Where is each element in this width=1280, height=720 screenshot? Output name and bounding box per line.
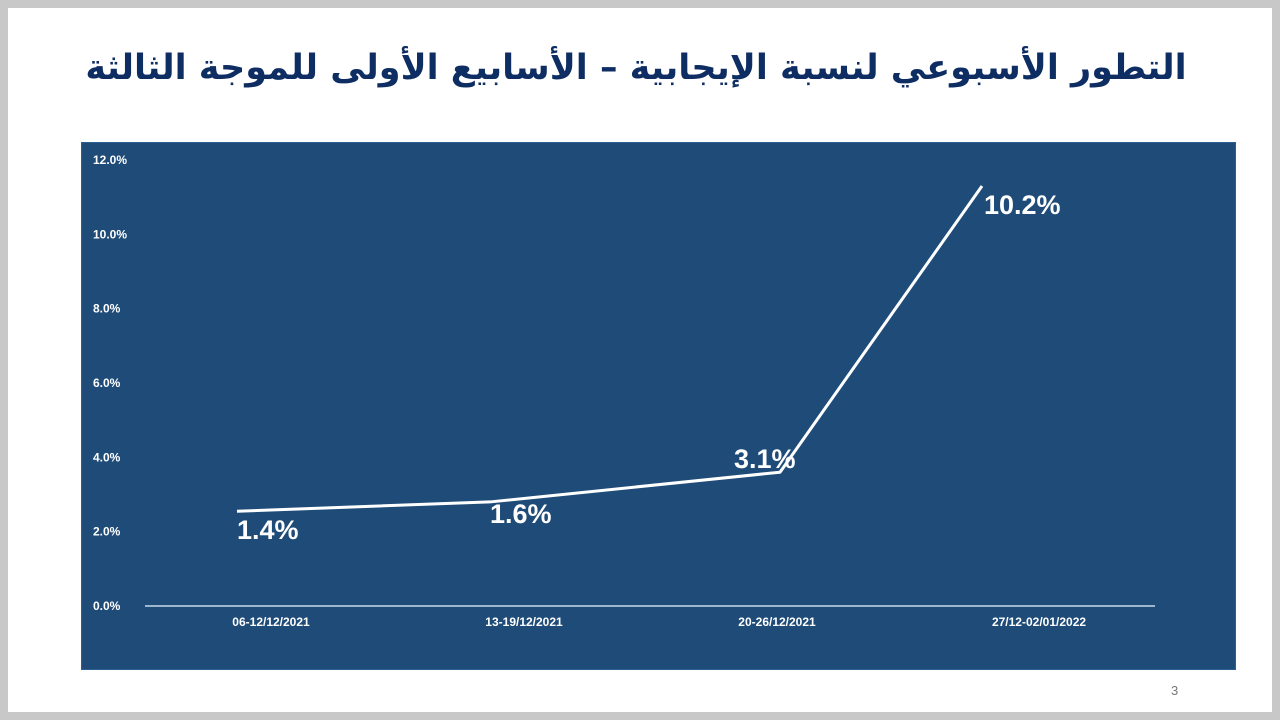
x-tick-label: 20-26/12/2021 [738,615,816,629]
y-tick-label: 6.0% [93,376,121,390]
chart-svg: 0.0% 2.0% 4.0% 6.0% 8.0% 10.0% 12.0% 06-12/12/2… [93,153,1155,629]
y-tick-label: 0.0% [93,599,121,613]
data-label: 1.4% [237,515,299,545]
y-tick-label: 2.0% [93,525,121,539]
slide-title: التطور الأسبوعي لنسبة الإيجابية – الأساب… [85,48,1187,88]
data-label: 10.2% [984,190,1061,220]
y-tick-label: 12.0% [93,153,127,167]
series-line [236,185,984,513]
line-chart: 0.0% 2.0% 4.0% 6.0% 8.0% 10.0% 12.0% 06-12/12/2… [81,142,1236,670]
page-number: 3 [1171,683,1179,698]
data-label: 1.6% [490,499,552,529]
y-tick-label: 10.0% [93,227,127,241]
slide: التطور الأسبوعي لنسبة الإيجابية – الأساب… [8,8,1272,712]
x-tick-label: 27/12-02/01/2022 [992,615,1086,629]
x-tick-label: 06-12/12/2021 [232,615,310,629]
data-label: 3.1% [734,444,796,474]
x-tick-label: 13-19/12/2021 [485,615,563,629]
y-tick-label: 4.0% [93,450,121,464]
y-tick-label: 8.0% [93,302,121,316]
